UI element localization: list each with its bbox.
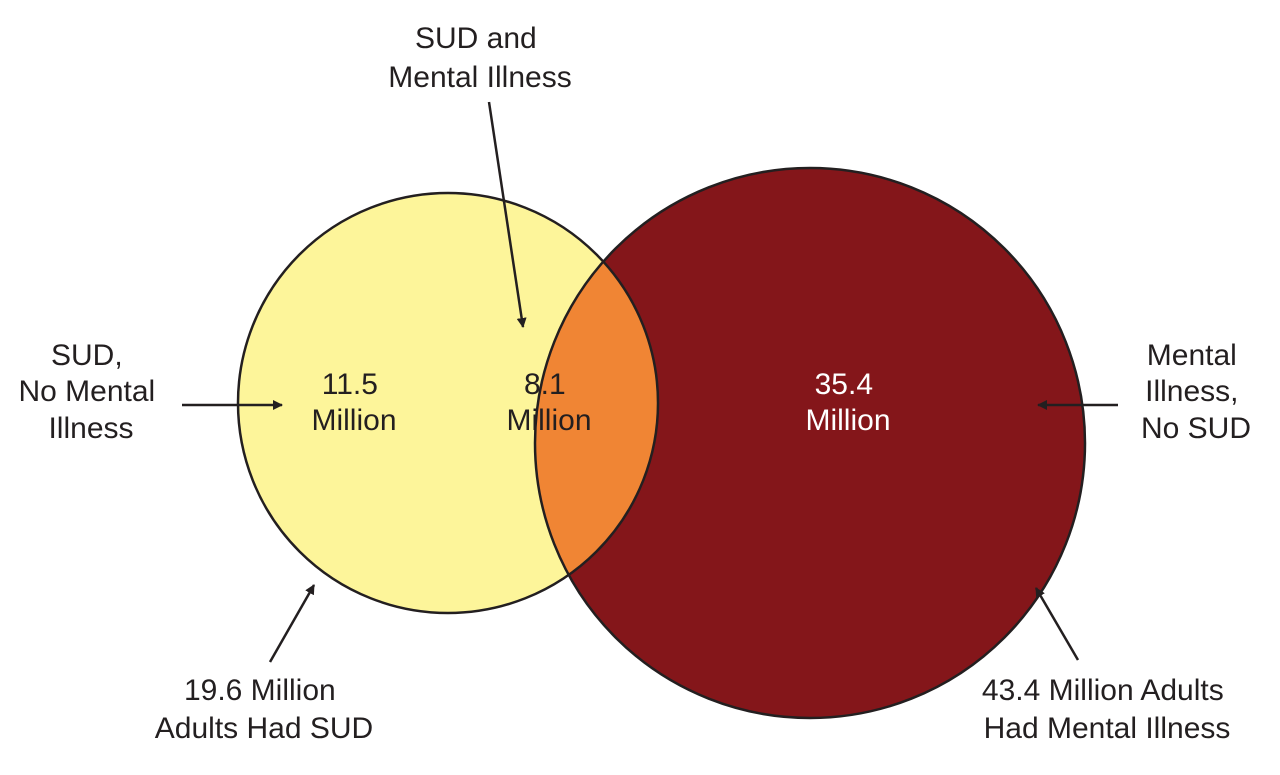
- sud-only-value: 11.5 Million: [311, 368, 396, 437]
- callout-sud-no-mental-line1: SUD,: [51, 339, 123, 372]
- callout-mental-no-sud-line1: Mental: [1147, 339, 1237, 372]
- callout-sud-and-mental: SUD and Mental Illness: [388, 22, 571, 94]
- arrow-total-sud: [268, 584, 316, 663]
- callout-sud-and-mental-line1: SUD and: [415, 22, 537, 55]
- callout-sud-no-mental-line2: No Mental: [18, 375, 155, 408]
- callout-total-sud: 19.6 Million Adults Had SUD: [155, 674, 373, 745]
- callout-mental-no-sud-line3: No SUD: [1141, 412, 1251, 445]
- callout-total-mental-line2: Had Mental Illness: [984, 712, 1231, 745]
- overlap-value: 8.1 Million: [506, 368, 591, 437]
- sud-only-number: 11.5: [322, 368, 378, 401]
- overlap-number: 8.1: [524, 368, 566, 401]
- arrow-total-mental: [1034, 587, 1080, 661]
- mental-only-number: 35.4: [815, 368, 873, 401]
- sud-circle-outline: [236, 191, 660, 615]
- callout-sud-no-mental: SUD, No Mental Illness: [18, 339, 163, 445]
- mental-circle-outline: [533, 166, 1087, 720]
- mental-only-unit: Million: [805, 404, 890, 437]
- arrow-sud-and-mental: [487, 101, 527, 328]
- callout-total-sud-line2: Adults Had SUD: [155, 712, 373, 745]
- callout-mental-no-sud: Mental Illness, No SUD: [1141, 339, 1251, 445]
- callout-mental-no-sud-line2: Illness,: [1145, 375, 1238, 408]
- overlap-unit: Million: [506, 404, 591, 437]
- callout-sud-no-mental-line3: Illness: [48, 412, 133, 445]
- sud-only-unit: Million: [311, 404, 396, 437]
- mental-only-value: 35.4 Million: [805, 368, 890, 437]
- mental-illness-circle: [535, 168, 1085, 718]
- callout-total-mental-line1: 43.4 Million Adults: [982, 674, 1224, 707]
- callout-total-sud-line1: 19.6 Million: [184, 674, 336, 707]
- callout-total-mental: 43.4 Million Adults Had Mental Illness: [982, 674, 1232, 745]
- callout-sud-and-mental-line2: Mental Illness: [388, 61, 571, 94]
